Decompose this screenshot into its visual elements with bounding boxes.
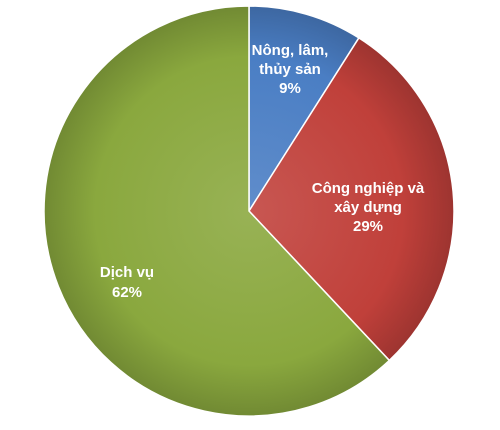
labels-layer: Nông, lâm, thủy sản 9% Công nghiệp và xây dự… — [100, 42, 425, 301]
slice-percent-label: 62% — [112, 284, 142, 301]
slice-label-cong-nghiep-va-xay-dung: Công nghiệp và xây dựng 29% — [312, 180, 425, 235]
slice-percent-label: 9% — [279, 80, 301, 97]
slice-name-line: xây dựng — [334, 199, 402, 216]
slice-percent-label: 29% — [353, 218, 383, 235]
pie-slice-cong-nghiep-va-xay-dung — [248, 36, 455, 362]
slice-label-dich-vu: Dịch vụ 62% — [100, 264, 154, 301]
slice-label-nong-lam-thuy-san: Nông, lâm, thủy sản 9% — [252, 42, 329, 97]
slices-layer — [43, 5, 455, 417]
pie-slice-nong-lam-thuy-san — [248, 5, 360, 214]
pie-slice-dich-vu — [43, 5, 391, 417]
slice-name-line: Nông, lâm, — [252, 42, 329, 59]
slice-name-line: Dịch vụ — [100, 264, 154, 281]
slice-name-line: Công nghiệp và — [312, 180, 425, 197]
slice-name-line: thủy sản — [259, 61, 321, 78]
